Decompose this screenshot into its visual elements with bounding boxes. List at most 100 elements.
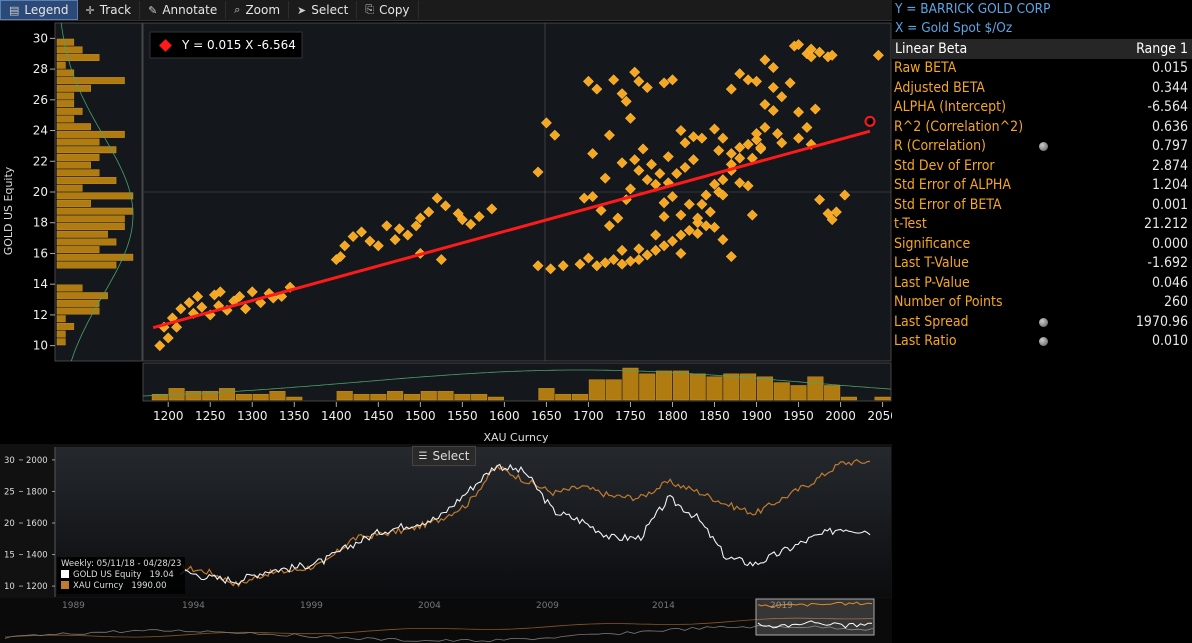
scatter-point [465,218,477,230]
zoom-button[interactable]: ⌕ Zoom [226,1,290,19]
scatter-point [532,260,544,272]
x-tick-label: 1900 [741,409,772,423]
scatter-point [192,291,204,302]
x-histogram-bar [689,373,706,401]
navigator-window[interactable] [755,598,875,636]
stat-label: Last Ratio [894,333,957,349]
scatter-point [671,168,683,180]
stat-row: Last P-Value 0.046 [892,274,1192,294]
y-histogram-bar [56,161,91,169]
x-histogram-bar [151,393,168,401]
scatter-point [742,74,754,86]
scatter-point [675,125,687,136]
y-tick-label: 16 [33,246,48,260]
x-histogram-bar [286,396,303,401]
scatter-point [692,228,704,239]
scatter-point [616,88,628,100]
scatter-point [414,212,426,224]
scatter-point [734,177,746,189]
legend-xau-row[interactable]: XAU Curncy 1990.00 [61,581,181,592]
stat-row: R^2 (Correlation^2) 0.636 [892,118,1192,138]
annotate-button[interactable]: ✎ Annotate [140,1,227,19]
lower-right-tick: 1600 [26,519,48,529]
last-point-marker[interactable] [864,115,876,127]
legend-xau-value: 1990.00 [131,581,167,591]
y-histogram-bar [56,153,100,161]
x-histogram-bar [336,391,353,401]
x-histogram-bar [269,391,286,401]
stat-row: ALPHA (Intercept) -6.564 [892,98,1192,118]
x-axis-title: XAU Curncy [483,431,549,444]
scatter-point [641,82,653,93]
scatter-point [435,254,447,266]
x-histogram-bar [219,388,236,401]
white-swatch-icon [61,570,69,578]
lower-left-tick: 10 [4,582,15,592]
stat-value: 0.015 [1151,60,1188,76]
scatter-point [692,212,704,224]
lower-left-tick: 15 [4,551,15,561]
track-button-label: Track [99,3,132,17]
legend-icon: ▤ [9,3,20,17]
info-toggle-icon[interactable] [1039,317,1048,327]
y-histogram-bar [56,292,108,300]
scatter-point [784,77,796,89]
legend-gold-value: 19.04 [149,570,174,580]
x-tick-label: 1500 [405,409,436,423]
scatter-point [641,249,653,261]
select-icon: ☰ [418,450,428,462]
stat-row: Adjusted BETA 0.344 [892,79,1192,99]
y-tick-label: 20 [33,185,48,199]
scatter-point [658,211,670,223]
navigator-xau-line [4,617,874,638]
x-normal-curve [142,369,892,397]
scatter-point [725,251,737,262]
lower-select-button[interactable]: ☰ Select [412,446,476,466]
scatter-point [776,91,788,103]
scatter-point [658,240,670,252]
y-histogram-bar [56,330,66,338]
select-button[interactable]: ➤ Select [289,1,358,19]
scatter-point [650,178,662,190]
copy-button[interactable]: ⎘ Copy [357,1,419,19]
scatter-point [683,224,695,236]
scatter-point [582,252,594,264]
scatter-point [826,49,838,61]
info-toggle-icon[interactable] [1039,337,1048,346]
x-histogram-bar [353,393,370,401]
scatter-point [814,46,826,58]
scatter-point [767,62,779,73]
track-button[interactable]: ✛ Track [78,1,141,19]
scatter-point [175,303,187,315]
x-tick-label: 1850 [699,409,730,423]
scatter-point [196,301,208,313]
x-histogram-bar [487,396,504,401]
y-histogram-bar [56,84,91,92]
scatter-points [154,39,884,352]
scatter-point [473,211,485,223]
y-histogram-bar [56,192,134,200]
scatter-point [700,189,712,201]
xau-price-line [179,458,871,588]
y-histogram-bar [56,284,83,292]
legend-gold-row[interactable]: GOLD US Equity 19.04 [61,570,181,581]
cursor-arrow-icon: ➤ [297,3,307,17]
scatter-point [805,51,817,63]
scatter-point [751,75,762,87]
scatter-point [578,192,590,204]
scatter-point [725,83,737,95]
navigator-year-label: 1999 [300,601,323,611]
legend-xau-name: XAU Curncy [73,581,124,591]
range-selector[interactable]: Range 1 [1136,41,1188,57]
y-tick-label: 12 [33,308,48,322]
info-toggle-icon[interactable] [1039,142,1048,151]
scatter-point [759,54,771,66]
scatter-point [658,77,670,89]
x-histogram-bar [840,396,857,401]
legend-button[interactable]: ▤ Legend [0,0,78,20]
y-histogram-bar [56,253,134,261]
y-histogram-bar [56,200,91,207]
regression-equation: Y = 0.015 X -6.564 [181,38,296,52]
